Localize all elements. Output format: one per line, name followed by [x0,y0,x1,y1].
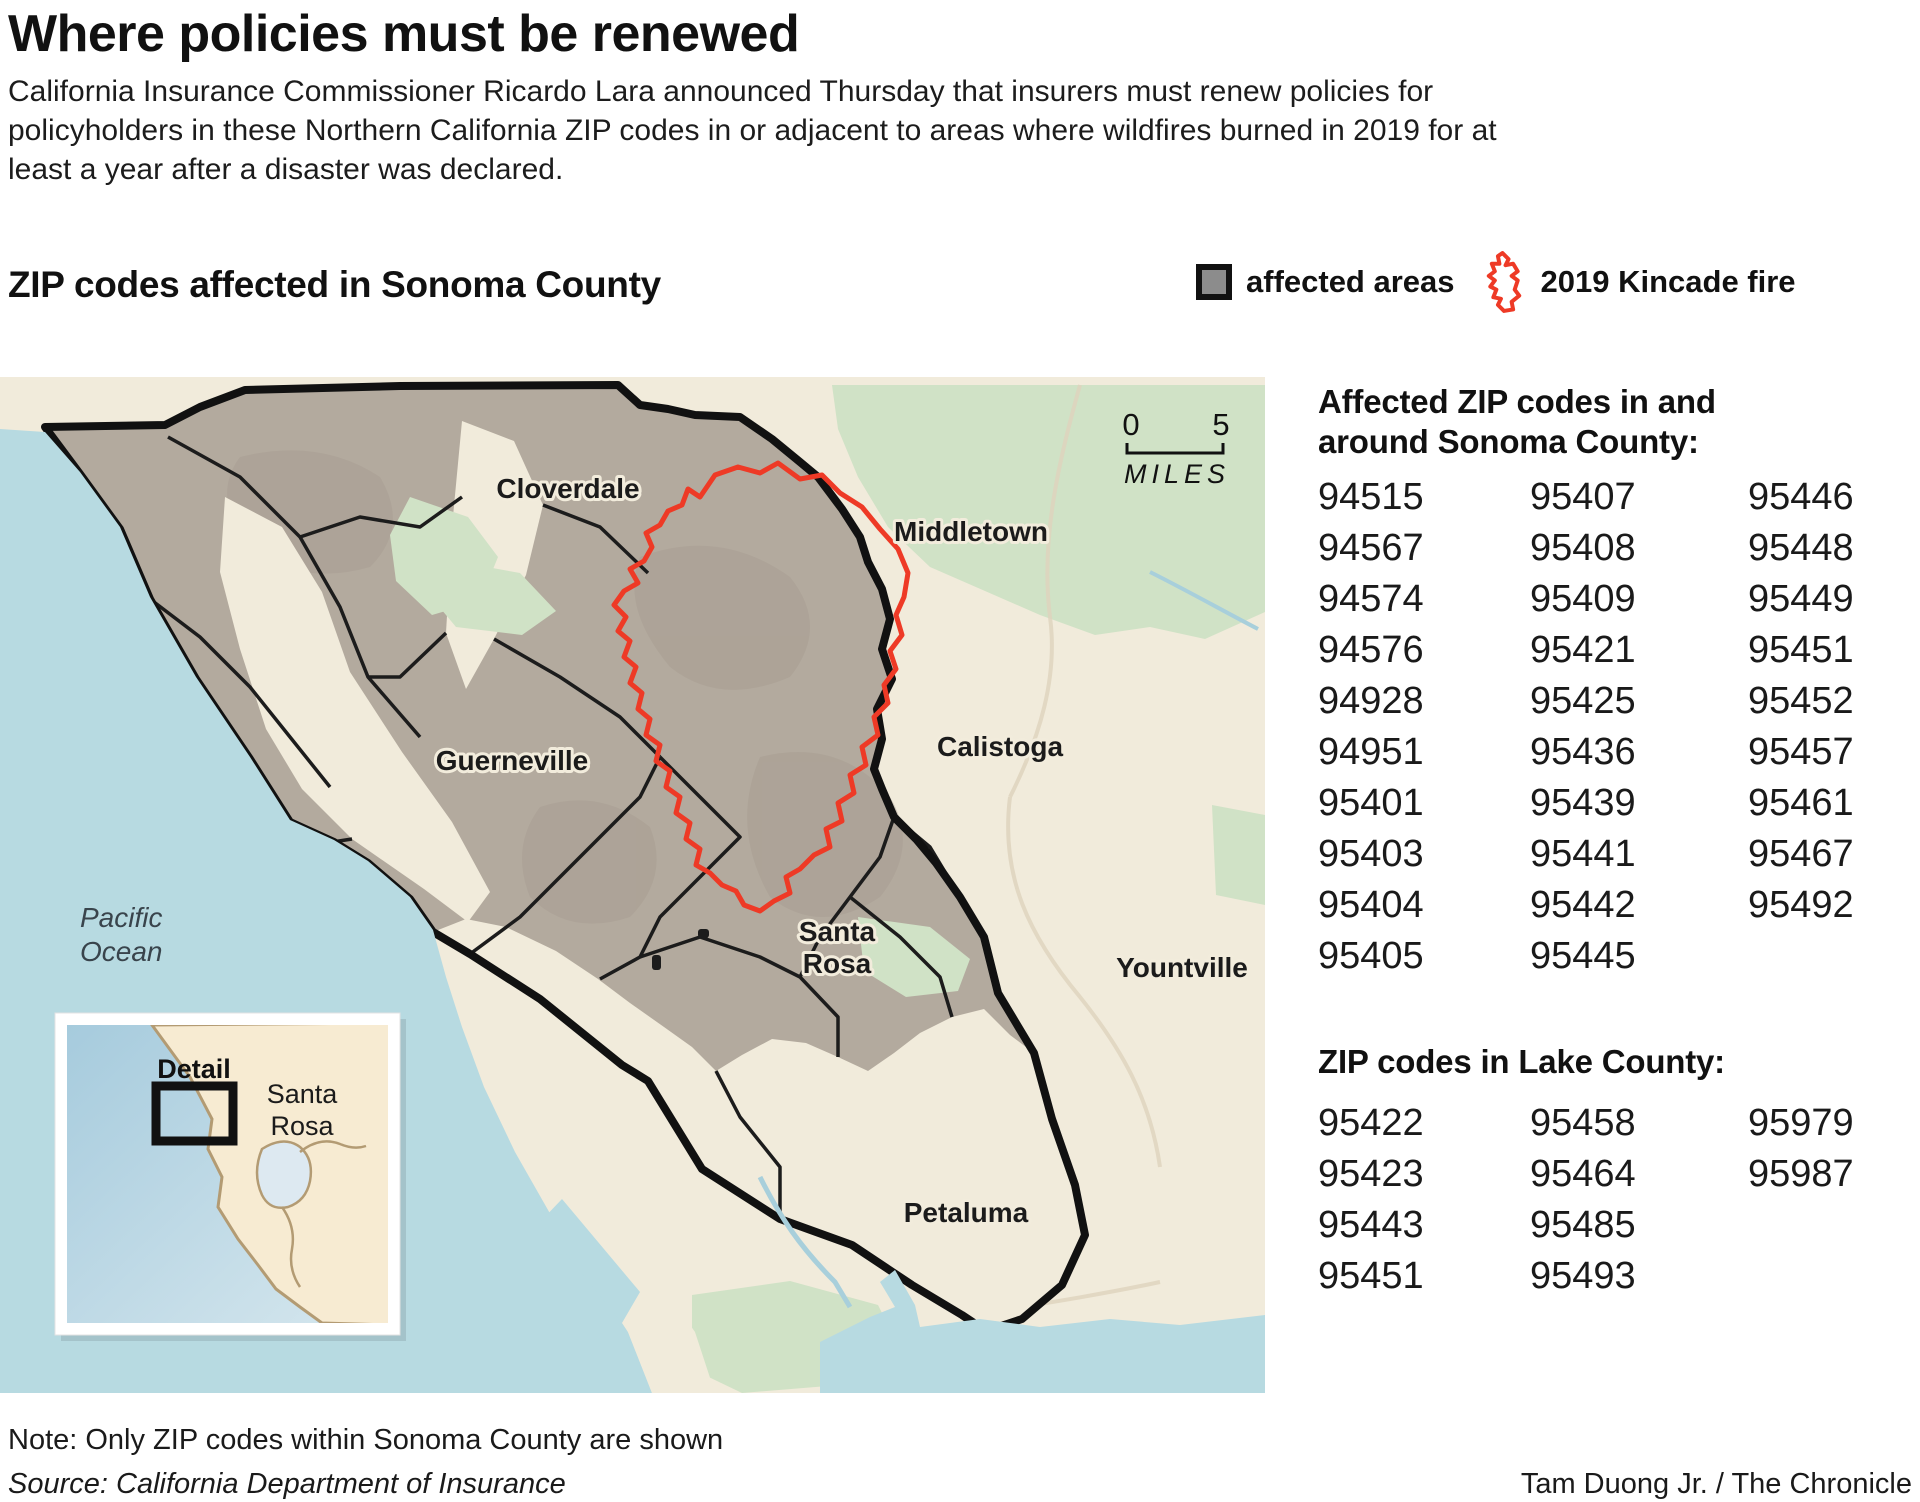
legend-item-fire: 2019 Kincade fire [1481,250,1796,314]
zip-code: 95448 [1748,527,1854,569]
zip-code: 95436 [1530,731,1636,773]
label-santa-rosa-line2: Rosa [803,948,872,979]
zip-code: 95461 [1748,782,1854,824]
inset-detail-rect [151,1081,238,1146]
map-note: Note: Only ZIP codes within Sonoma Count… [8,1424,724,1456]
zip-code: 95442 [1530,884,1636,926]
sonoma-zip-column-2: 95407 95408 95409 95421 95425 95436 9543… [1530,472,1748,982]
zip-code: 95449 [1748,578,1854,620]
zip-code: 95407 [1530,476,1636,518]
sonoma-county-map-svg: Cloverdale Middletown Guerneville Calist… [0,377,1265,1393]
inset-sf-bay [255,1140,313,1209]
zip-code: 95485 [1530,1204,1636,1246]
lake-zip-heading: ZIP codes in Lake County: [1318,1043,1725,1080]
zip-code: 95443 [1318,1204,1424,1246]
label-cloverdale: Cloverdale [496,473,639,504]
zip-code: 95445 [1530,935,1636,977]
credit-line: Tam Duong Jr. / The Chronicle [1520,1468,1912,1500]
sonoma-zip-grid: 94515 94567 94574 94576 94928 94951 9540… [1318,472,1898,982]
zip-code: 94515 [1318,476,1424,518]
kincade-fire-perimeter [611,460,911,914]
label-guerneville: Guerneville [436,745,589,776]
detail-inset: Detail Santa Rosa [54,1012,406,1341]
scale-unit: MILES [1124,459,1230,489]
sonoma-map: Cloverdale Middletown Guerneville Calist… [0,377,1265,1393]
zip-code: 94574 [1318,578,1424,620]
zip-code: 95493 [1530,1255,1636,1297]
inset-santa-rosa-line1: Santa [267,1079,339,1109]
lake-zip-column-3: 95979 95987 [1748,1098,1898,1302]
scale-bar: 0 5 MILES [1122,407,1230,489]
label-middletown: Middletown [894,516,1048,547]
affected-areas-swatch [1196,264,1232,300]
zip-boundary-lines [148,435,986,1219]
kincade-fire-icon [1486,251,1521,313]
sonoma-zip-column-1: 94515 94567 94574 94576 94928 94951 9540… [1318,472,1530,982]
label-pacific-ocean-line1: Pacific [80,902,162,933]
zip-code: 94928 [1318,680,1424,722]
creek [1149,570,1259,631]
zip-code: 94567 [1318,527,1424,569]
lake-zip-grid: 95422 95423 95443 95451 95458 95464 9548… [1318,1098,1898,1302]
page-title: Where policies must be renewed [8,5,800,63]
small-lakes [652,929,709,970]
zip-code: 95401 [1318,782,1424,824]
zip-code: 95403 [1318,833,1424,875]
zip-code: 95425 [1530,680,1636,722]
inset-river [280,1206,302,1288]
affected-areas-label: affected areas [1246,264,1455,299]
sonoma-zip-heading: Affected ZIP codes in and around Sonoma … [1318,383,1716,460]
zip-code: 95467 [1748,833,1854,875]
zip-code: 95423 [1318,1153,1424,1195]
zip-code: 95441 [1530,833,1636,875]
zip-code: 95451 [1748,629,1854,671]
zip-code: 95408 [1530,527,1636,569]
zip-code: 95422 [1318,1102,1424,1144]
label-petaluma: Petaluma [904,1197,1029,1228]
lake-zip-column-2: 95458 95464 95485 95493 [1530,1098,1748,1302]
inset-north-bay-arm [299,1140,367,1153]
zip-code: 95464 [1530,1153,1636,1195]
kincade-fire-label: 2019 Kincade fire [1540,264,1796,299]
tomales-bay [540,1199,640,1323]
zip-code: 95458 [1530,1102,1636,1144]
zip-code: 95404 [1318,884,1424,926]
petaluma-river [757,1175,853,1309]
zip-code: 94951 [1318,731,1424,773]
lake-zip-column-1: 95422 95423 95443 95451 [1318,1098,1530,1302]
zip-code: 95421 [1530,629,1636,671]
label-yountville: Yountville [1116,952,1248,983]
map-legend: affected areas 2019 Kincade fire [1196,250,1796,314]
zip-code: 95451 [1318,1255,1424,1297]
sonoma-zip-column-3: 95446 95448 95449 95451 95452 95457 9546… [1748,472,1898,982]
source-line: Source: California Department of Insuran… [8,1468,566,1500]
legend-item-affected: affected areas [1196,264,1455,300]
zip-code: 95492 [1748,884,1854,926]
zip-code: 95409 [1530,578,1636,620]
zip-code: 95452 [1748,680,1854,722]
inset-detail-label: Detail [157,1054,231,1084]
inset-santa-rosa-line2: Rosa [270,1111,334,1141]
scale-zero: 0 [1122,407,1139,442]
label-pacific-ocean-line2: Ocean [80,936,163,967]
zip-code: 95405 [1318,935,1424,977]
zip-code: 95979 [1748,1102,1854,1144]
zip-code: 95987 [1748,1153,1854,1195]
zip-code: 95439 [1530,782,1636,824]
label-santa-rosa-line1: Santa [799,916,876,947]
scale-five: 5 [1212,407,1229,442]
san-pablo-bay [820,1270,1265,1393]
zip-code: 95446 [1748,476,1854,518]
intro-text: California Insurance Commissioner Ricard… [8,75,1497,186]
label-calistoga: Calistoga [937,731,1063,762]
section-heading: ZIP codes affected in Sonoma County [8,264,661,305]
zip-code: 94576 [1318,629,1424,671]
zip-code: 95457 [1748,731,1854,773]
scale-bracket [1125,443,1225,455]
